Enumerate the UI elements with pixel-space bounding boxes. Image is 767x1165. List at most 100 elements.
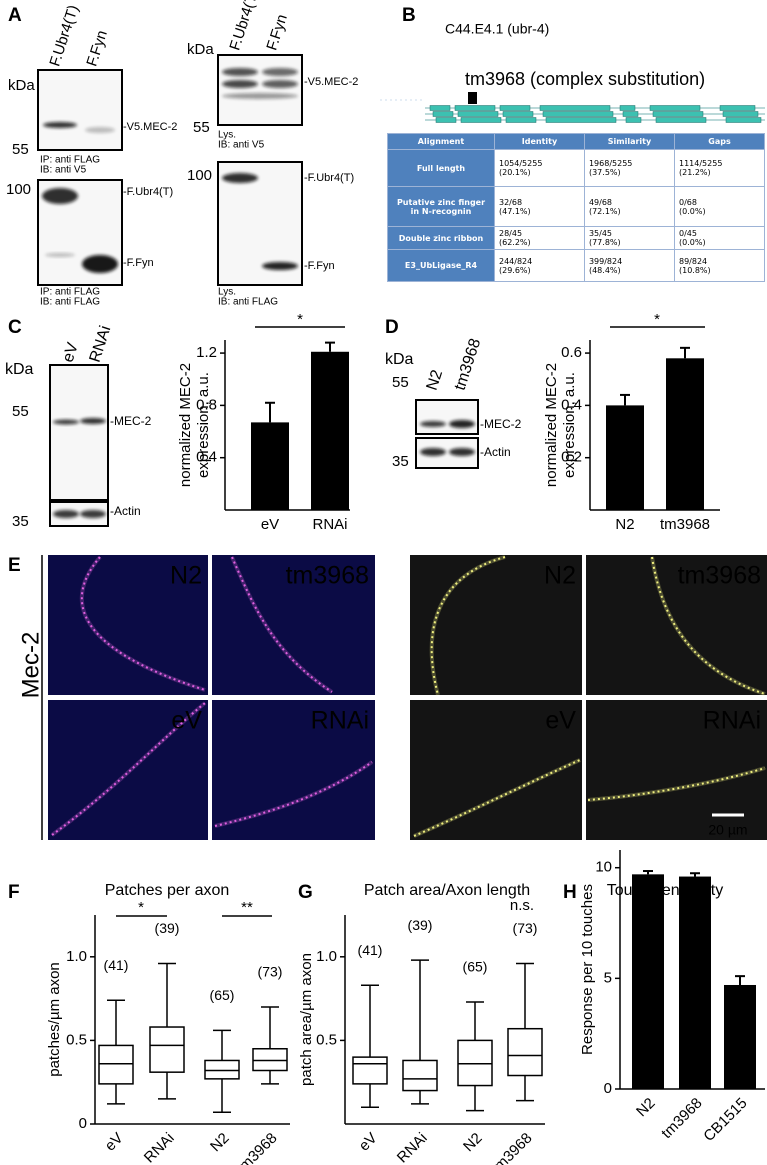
blot-band [420,448,446,456]
y-axis-label: patch area/µm axon [298,953,315,1086]
exon [435,117,457,123]
blot-frame [37,69,123,151]
table-cell: 89/824 (10.8%) [674,249,765,282]
table-cell-line: (0.0%) [679,206,706,216]
blot-frame [415,399,479,435]
label: -MEC-2 [480,417,522,431]
table-row-name: Double zinc ribbon [387,226,495,250]
blot-band [82,255,118,273]
micrograph [48,555,208,695]
y-tick-label: 0 [79,1115,87,1132]
label: -F.Fyn [123,257,154,269]
label: -F.Ubr4(T) [123,186,173,198]
x-tick-label: RNAi [141,1130,178,1165]
box [252,1048,288,1072]
blot-band [222,80,258,88]
blot-band [262,68,298,76]
blot-frame [217,54,303,126]
label: -V5.MEC-2 [304,76,358,88]
lane-label: F.Ubr4(T) [46,3,82,68]
label: tm3968 (complex substitution) [465,69,705,89]
label: tm3968 [452,336,485,392]
panel-label: D [385,317,399,338]
label: C44.E4.1 (ubr-4) [445,21,549,37]
exon [432,111,454,117]
y-axis-label: patches/µm axon [46,962,63,1077]
allele-marker [468,92,477,104]
label: kDa [187,41,214,58]
panel-label: A [8,5,22,26]
table-cell: 0/68 (0.0%) [674,186,765,227]
exon [505,117,537,123]
micrograph [410,555,582,695]
exon [499,105,531,111]
stain-label: Mec-2 [17,632,44,699]
label: -MEC-2 [110,414,152,428]
x-tick-label: tm3968 [658,1095,705,1142]
exon [725,117,762,123]
blot-band [262,80,298,88]
box [149,1026,185,1073]
table-cell: 1114/5255 (21.2%) [674,149,765,187]
y-tick-label: 0.2 [561,449,582,466]
label: Lys. [218,287,236,298]
x-tick-label: N2 [207,1130,233,1156]
exon [429,105,451,111]
y-axis-label: Response per 10 touches [579,884,596,1055]
axon-puncta [587,767,766,801]
table-header-row: Alignment Identity Similarity Gaps [387,133,765,150]
table-cell-line: 32/68 [499,197,523,207]
count-label: (39) [155,920,180,936]
table-cell-line: 35/45 [588,229,613,238]
table-cell-line: (20.1%) [499,168,531,177]
table-cell-line: 399/824 [588,256,623,266]
y-tick-label: 10 [595,859,612,876]
y-axis-label: expression, a.u. [195,372,212,478]
axon-puncta [214,761,373,827]
box [98,1044,134,1085]
table-cell-line: 1968/5255 [588,159,633,168]
exon [454,105,496,111]
label: -Actin [110,504,141,518]
image-label: tm3968 [678,562,761,590]
table-cell-line: 1114/5255 [679,159,723,168]
label: kDa [385,351,414,368]
table-row: Double zinc ribbon 28/45 (62.2%) 35/45 (77.8… [387,226,765,250]
panel-label: C [8,317,22,338]
significance: * [654,311,660,328]
exon [457,111,499,117]
exon [619,105,636,111]
axon-puncta [651,556,766,695]
table-cell-line: 0/68 [679,197,697,207]
label: IB: anti FLAG [218,297,278,308]
label: eV [60,340,82,364]
label: 55 [392,374,409,391]
x-tick-label: eV [356,1130,381,1155]
label: RNAi [87,324,115,365]
label: kDa [8,77,35,94]
lane-label: F.Fyn [83,28,111,68]
table-cell: 1968/5255 (37.5%) [583,149,676,187]
count-label: (39) [408,917,433,933]
table-header-cell: Gaps [674,133,765,150]
image-label: RNAi [311,707,369,735]
image-label: eV [171,707,202,735]
table-cell: 49/68 (72.1%) [583,186,676,227]
micrograph [212,700,375,840]
image-label: N2 [170,562,202,590]
axon-glow [230,556,334,694]
x-tick-label: N2 [633,1095,659,1121]
label: IP: anti FLAG [40,155,100,166]
micrograph [410,700,582,840]
label: 55 [193,119,210,136]
blot-band [222,93,298,99]
label: IB: anti FLAG [40,297,100,308]
x-tick-label: eV [102,1130,127,1155]
count-label: (73) [513,920,538,936]
y-tick-label: 0.6 [561,344,582,361]
table-cell-line: (10.8%) [679,265,711,275]
table-cell-line: 244/824 [499,256,533,266]
label: IP: anti FLAG [40,287,100,298]
table-cell-line: (0.0%) [679,238,706,247]
